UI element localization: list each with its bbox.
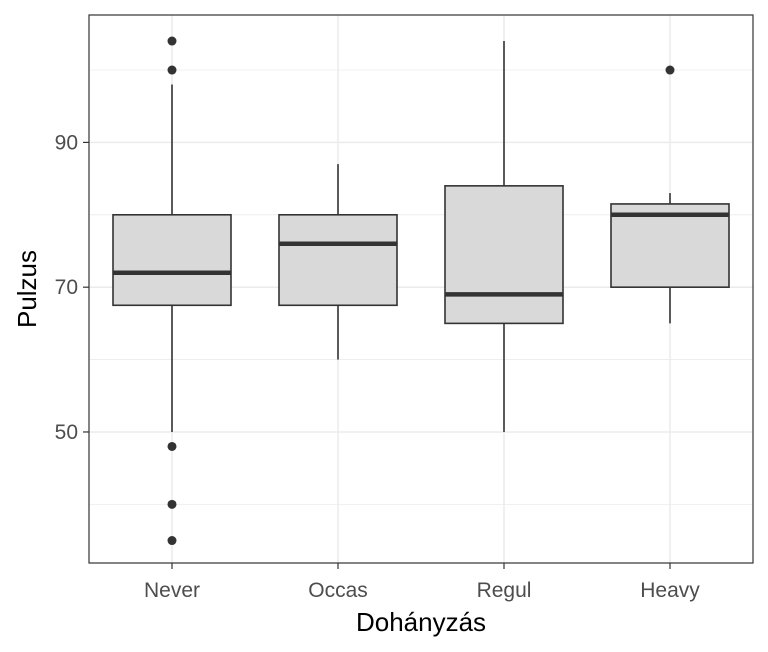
panel-border (88, 14, 754, 564)
outlier-point (665, 65, 675, 75)
y-tick-label: 50 (55, 421, 78, 444)
iqr-box (444, 185, 564, 325)
outlier-point (167, 65, 177, 75)
x-tick-label-regul: Regul (477, 579, 532, 602)
box-heavy (610, 65, 730, 324)
iqr-box (112, 213, 232, 307)
y-axis-ticks: 50 70 90 (55, 131, 89, 444)
box-never (112, 36, 232, 546)
y-tick-label: 70 (55, 276, 78, 299)
y-axis-title: Pulzus (12, 250, 42, 328)
x-axis-title: Dohányzás (356, 607, 486, 637)
box-regul (444, 41, 564, 432)
box-occas (278, 164, 398, 360)
outlier-point (167, 499, 177, 509)
x-tick-label-heavy: Heavy (640, 579, 700, 602)
outlier-point (167, 536, 177, 546)
iqr-box (610, 203, 730, 288)
outlier-point (167, 441, 177, 451)
y-tick-label: 90 (55, 131, 78, 154)
iqr-box (278, 213, 398, 307)
boxes (112, 36, 730, 546)
x-tick-label-never: Never (144, 579, 200, 602)
x-tick-label-occas: Occas (308, 579, 368, 602)
x-axis-ticks: Never Occas Regul Heavy (144, 563, 700, 602)
outlier-point (167, 36, 177, 46)
